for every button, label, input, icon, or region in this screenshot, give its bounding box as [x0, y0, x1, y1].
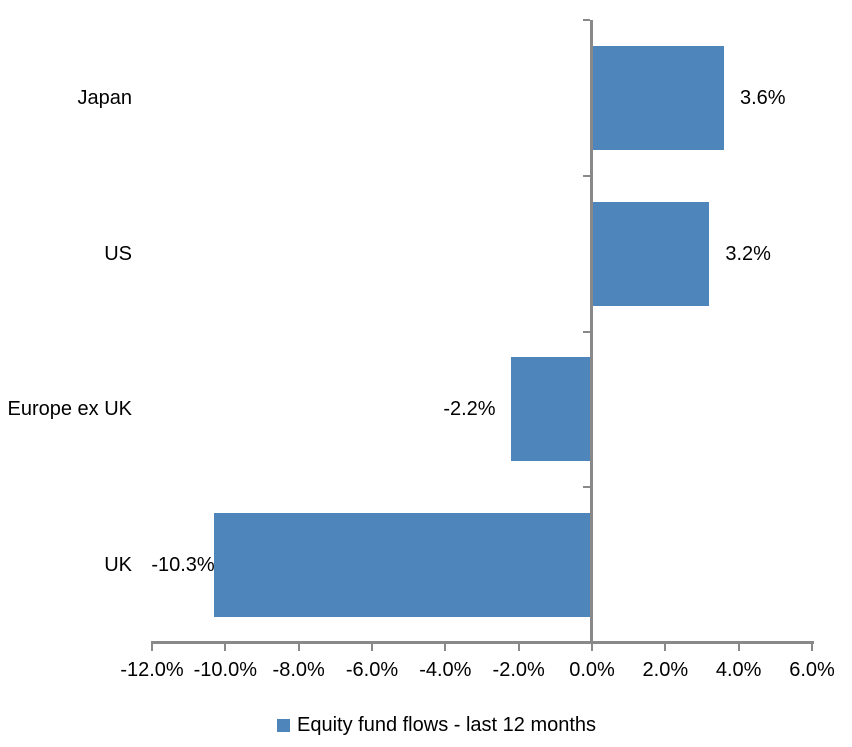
x-tick-label: 6.0%	[789, 659, 835, 681]
data-label-us: 3.2%	[725, 242, 771, 265]
x-tick-label: -12.0%	[120, 659, 184, 681]
x-tick-label: -10.0%	[193, 659, 258, 681]
y-axis-tick	[583, 19, 590, 21]
x-axis-tick	[371, 644, 373, 651]
bar-europe-ex-uk	[511, 357, 592, 462]
x-axis-tick	[444, 644, 447, 651]
legend-series-label: Equity fund flows - last 12 months	[297, 714, 597, 736]
x-axis-tick	[224, 644, 227, 651]
category-label-japan: Japan	[77, 86, 133, 109]
x-tick-label: 2.0%	[642, 659, 689, 681]
data-label-japan: 3.6%	[740, 86, 786, 109]
x-axis-tick	[737, 644, 740, 651]
x-axis-tick	[297, 644, 300, 651]
data-label-uk: -10.3%	[151, 554, 215, 577]
x-tick-label: -6.0%	[345, 659, 399, 681]
x-axis-tick	[151, 644, 153, 651]
x-tick-label: -8.0%	[272, 659, 325, 681]
x-axis-tick	[811, 644, 813, 651]
x-tick-label: 4.0%	[715, 659, 762, 681]
x-tick-label: -2.0%	[492, 659, 545, 681]
bar-japan	[592, 45, 724, 150]
x-axis-line	[151, 641, 814, 644]
x-axis-tick	[517, 644, 520, 651]
bar-uk	[214, 513, 592, 618]
y-axis-tick	[583, 330, 590, 333]
x-tick-label: -4.0%	[419, 659, 472, 681]
x-axis-tick	[591, 644, 593, 651]
y-axis-line	[590, 20, 593, 643]
y-axis-tick	[583, 486, 590, 489]
bar-us	[592, 201, 710, 306]
category-label-uk: UK	[104, 554, 132, 577]
category-label-europe-ex-uk: Europe ex UK	[7, 398, 132, 421]
data-label-europe-ex-uk: -2.2%	[443, 398, 496, 421]
legend-marker-icon	[277, 718, 290, 732]
x-tick-label: 0.0%	[569, 659, 615, 681]
legend: Equity fund flows - last 12 months	[277, 712, 596, 738]
x-axis-tick	[664, 644, 667, 651]
category-label-us: US	[104, 242, 132, 265]
y-axis-tick	[583, 174, 590, 177]
